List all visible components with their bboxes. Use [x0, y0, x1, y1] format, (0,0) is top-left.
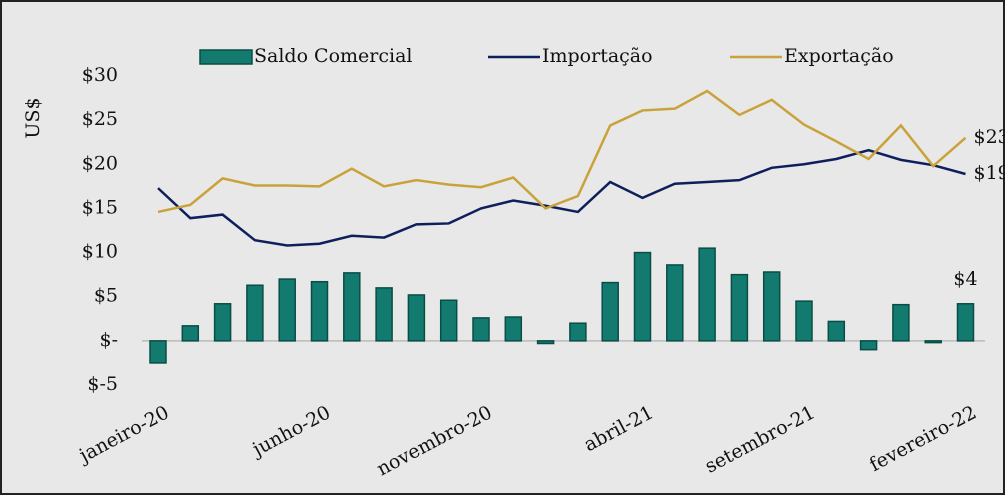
- y-tick-label: $15: [82, 196, 118, 218]
- bar: [827, 320, 846, 342]
- bar: [343, 272, 361, 342]
- bar: [310, 280, 329, 342]
- y-tick-label: $25: [82, 108, 118, 130]
- bar: [181, 325, 200, 342]
- y-tick-label: $-5: [87, 373, 118, 395]
- legend-swatch: [199, 49, 253, 65]
- bar: [633, 251, 652, 342]
- data-label: $19: [974, 162, 1005, 184]
- data-label: $4: [953, 268, 977, 290]
- bar: [795, 300, 813, 342]
- y-tick-label: $20: [82, 152, 118, 174]
- y-tick-label: $5: [94, 285, 118, 307]
- bar: [375, 287, 393, 342]
- legend-label: Saldo Comercial: [254, 45, 413, 67]
- bar: [666, 264, 684, 342]
- bar: [504, 316, 523, 342]
- bar: [956, 303, 975, 342]
- legend-label: Importação: [542, 45, 653, 67]
- bar: [213, 303, 232, 342]
- bar: [569, 322, 587, 342]
- bar: [730, 273, 749, 342]
- y-tick-label: $-: [99, 329, 118, 351]
- bar: [536, 340, 555, 345]
- bar: [439, 299, 458, 342]
- bar: [246, 284, 264, 342]
- bar: [762, 271, 781, 342]
- bar: [601, 281, 619, 342]
- bar: [892, 303, 910, 342]
- bar: [924, 340, 942, 344]
- line: [157, 148, 966, 247]
- bar: [278, 278, 296, 342]
- y-axis-title: US$: [22, 97, 44, 138]
- bar: [698, 247, 716, 342]
- bar: [472, 317, 490, 342]
- bar: [859, 340, 878, 351]
- legend-label: Exportação: [784, 45, 894, 67]
- y-tick-label: $10: [82, 241, 118, 263]
- y-tick-label: $30: [82, 64, 118, 86]
- line: [157, 89, 967, 214]
- bar: [149, 340, 167, 364]
- bar: [407, 294, 426, 342]
- data-label: $23: [974, 126, 1005, 148]
